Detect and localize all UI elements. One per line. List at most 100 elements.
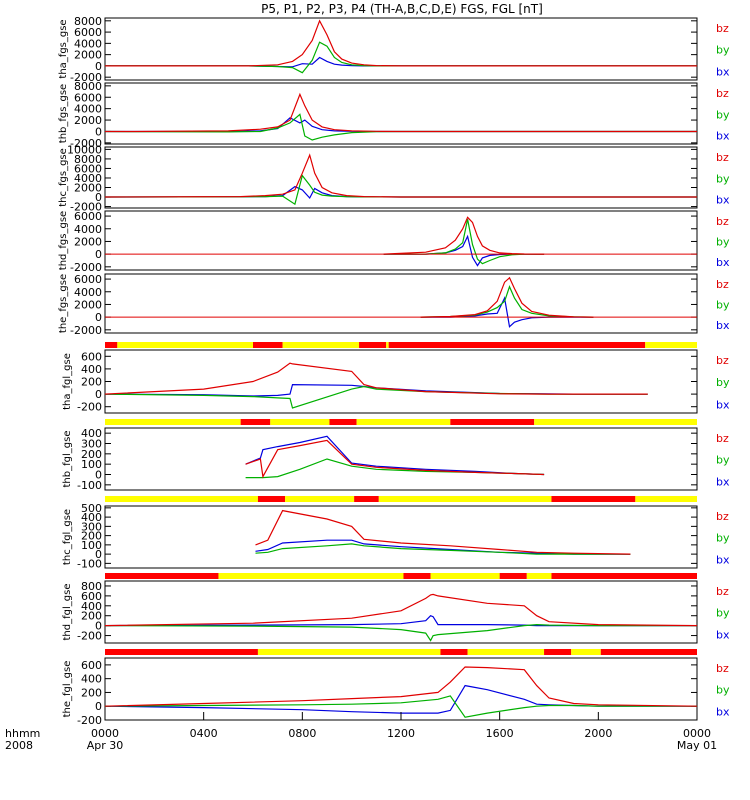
y-tick-label: 300 bbox=[81, 438, 102, 451]
x-tick-label: 0800 bbox=[288, 727, 316, 740]
state-bar-segment bbox=[467, 649, 545, 655]
y-tick-label: 200 bbox=[81, 530, 102, 543]
state-bar-segment bbox=[354, 496, 379, 502]
state-bar-segment bbox=[105, 342, 118, 348]
panel-frame bbox=[104, 427, 698, 491]
y-axis-label: thc_fgs_gse bbox=[58, 148, 69, 207]
legend-by: by bbox=[716, 44, 730, 57]
state-bar-segment bbox=[386, 342, 389, 348]
x-tick-label: 0400 bbox=[190, 727, 218, 740]
legend-by: by bbox=[716, 235, 730, 248]
y-tick-label: 200 bbox=[81, 686, 102, 699]
series-by-line bbox=[104, 623, 697, 642]
y-tick-label: 100 bbox=[81, 458, 102, 471]
y-tick-label: 4000 bbox=[74, 172, 102, 185]
state-bar-segment bbox=[534, 419, 697, 425]
legend-bz: bz bbox=[716, 585, 729, 598]
legend-by: by bbox=[716, 172, 730, 185]
state-bar-2 bbox=[105, 419, 697, 425]
y-axis-label: thb_fgl_gse bbox=[62, 431, 73, 488]
y-tick-label: 2000 bbox=[74, 182, 102, 195]
state-bar-segment bbox=[257, 496, 286, 502]
legend-bz: bz bbox=[716, 510, 729, 523]
y-axis-label: tha_fgs_gse bbox=[58, 19, 69, 78]
y-tick-label: 0 bbox=[95, 469, 102, 482]
state-bar-4 bbox=[105, 573, 697, 579]
y-tick-label: 2000 bbox=[74, 49, 102, 62]
state-bar-segment bbox=[356, 419, 451, 425]
state-bar-segment bbox=[105, 649, 258, 655]
y-tick-label: 400 bbox=[81, 673, 102, 686]
series-bz-line bbox=[104, 362, 648, 395]
legend-bx: bx bbox=[716, 475, 730, 488]
y-tick-label: 0 bbox=[95, 248, 102, 261]
y-tick-label: 0 bbox=[95, 548, 102, 561]
series-bx-line bbox=[383, 234, 545, 267]
y-tick-label: 2000 bbox=[74, 298, 102, 311]
state-bar-segment bbox=[430, 573, 500, 579]
state-bar-segment bbox=[359, 342, 387, 348]
series-bx-line bbox=[245, 435, 545, 476]
state-bar-segment bbox=[551, 573, 697, 579]
y-tick-label: -2000 bbox=[70, 137, 102, 150]
state-bar-segment bbox=[526, 573, 552, 579]
y-axis-label: thc_fgl_gse bbox=[62, 509, 73, 565]
corner-label-year: 2008 bbox=[5, 739, 33, 752]
y-tick-label: 0 bbox=[95, 700, 102, 713]
legend-bx: bx bbox=[716, 319, 730, 332]
y-tick-label: 0 bbox=[95, 311, 102, 324]
legend-by: by bbox=[716, 298, 730, 311]
legend-bz: bz bbox=[716, 22, 729, 35]
legend-bx: bx bbox=[716, 130, 730, 143]
series-bz-line bbox=[245, 439, 545, 479]
panel-frame bbox=[104, 82, 698, 145]
series-bz-line bbox=[104, 153, 697, 198]
y-axis-label: thd_fgl_gse bbox=[62, 584, 73, 641]
y-tick-label: 6000 bbox=[74, 162, 102, 175]
y-tick-label: 400 bbox=[81, 363, 102, 376]
panel-frame bbox=[104, 146, 698, 209]
series-bz-line bbox=[105, 92, 697, 133]
state-bar-segment bbox=[645, 342, 697, 348]
state-bar-segment bbox=[117, 342, 253, 348]
legend-by: by bbox=[716, 454, 730, 467]
state-bar-segment bbox=[571, 649, 601, 655]
y-tick-label: 0 bbox=[95, 191, 102, 204]
series-bz-line bbox=[104, 593, 698, 627]
y-tick-label: 200 bbox=[81, 448, 102, 461]
state-bar-segment bbox=[450, 419, 535, 425]
y-tick-label: 600 bbox=[81, 590, 102, 603]
series-by-line bbox=[104, 174, 697, 206]
y-tick-label: 2000 bbox=[74, 114, 102, 127]
state-bar-segment bbox=[403, 573, 431, 579]
y-tick-label: -2000 bbox=[70, 324, 102, 337]
state-bar-1 bbox=[105, 342, 697, 348]
y-tick-label: 400 bbox=[81, 511, 102, 524]
y-tick-label: 500 bbox=[81, 502, 102, 515]
y-tick-label: 200 bbox=[81, 376, 102, 389]
x-tick-label: 0000 bbox=[683, 727, 711, 740]
series-by-line bbox=[383, 219, 545, 265]
legend-bz: bz bbox=[716, 662, 729, 675]
x-tick-label: 0000 bbox=[91, 727, 119, 740]
y-axis-label: thd_fgs_gse bbox=[58, 211, 69, 270]
legend-by: by bbox=[716, 532, 730, 545]
state-bar-segment bbox=[388, 342, 646, 348]
series-by-line bbox=[105, 41, 697, 74]
legend-bx: bx bbox=[716, 553, 730, 566]
state-bar-segment bbox=[105, 573, 219, 579]
state-bar-segment bbox=[499, 573, 527, 579]
corner-label-hhmm: hhmm bbox=[5, 727, 40, 740]
y-tick-label: 400 bbox=[81, 427, 102, 440]
legend-by: by bbox=[716, 376, 730, 389]
state-bar-segment bbox=[544, 649, 572, 655]
